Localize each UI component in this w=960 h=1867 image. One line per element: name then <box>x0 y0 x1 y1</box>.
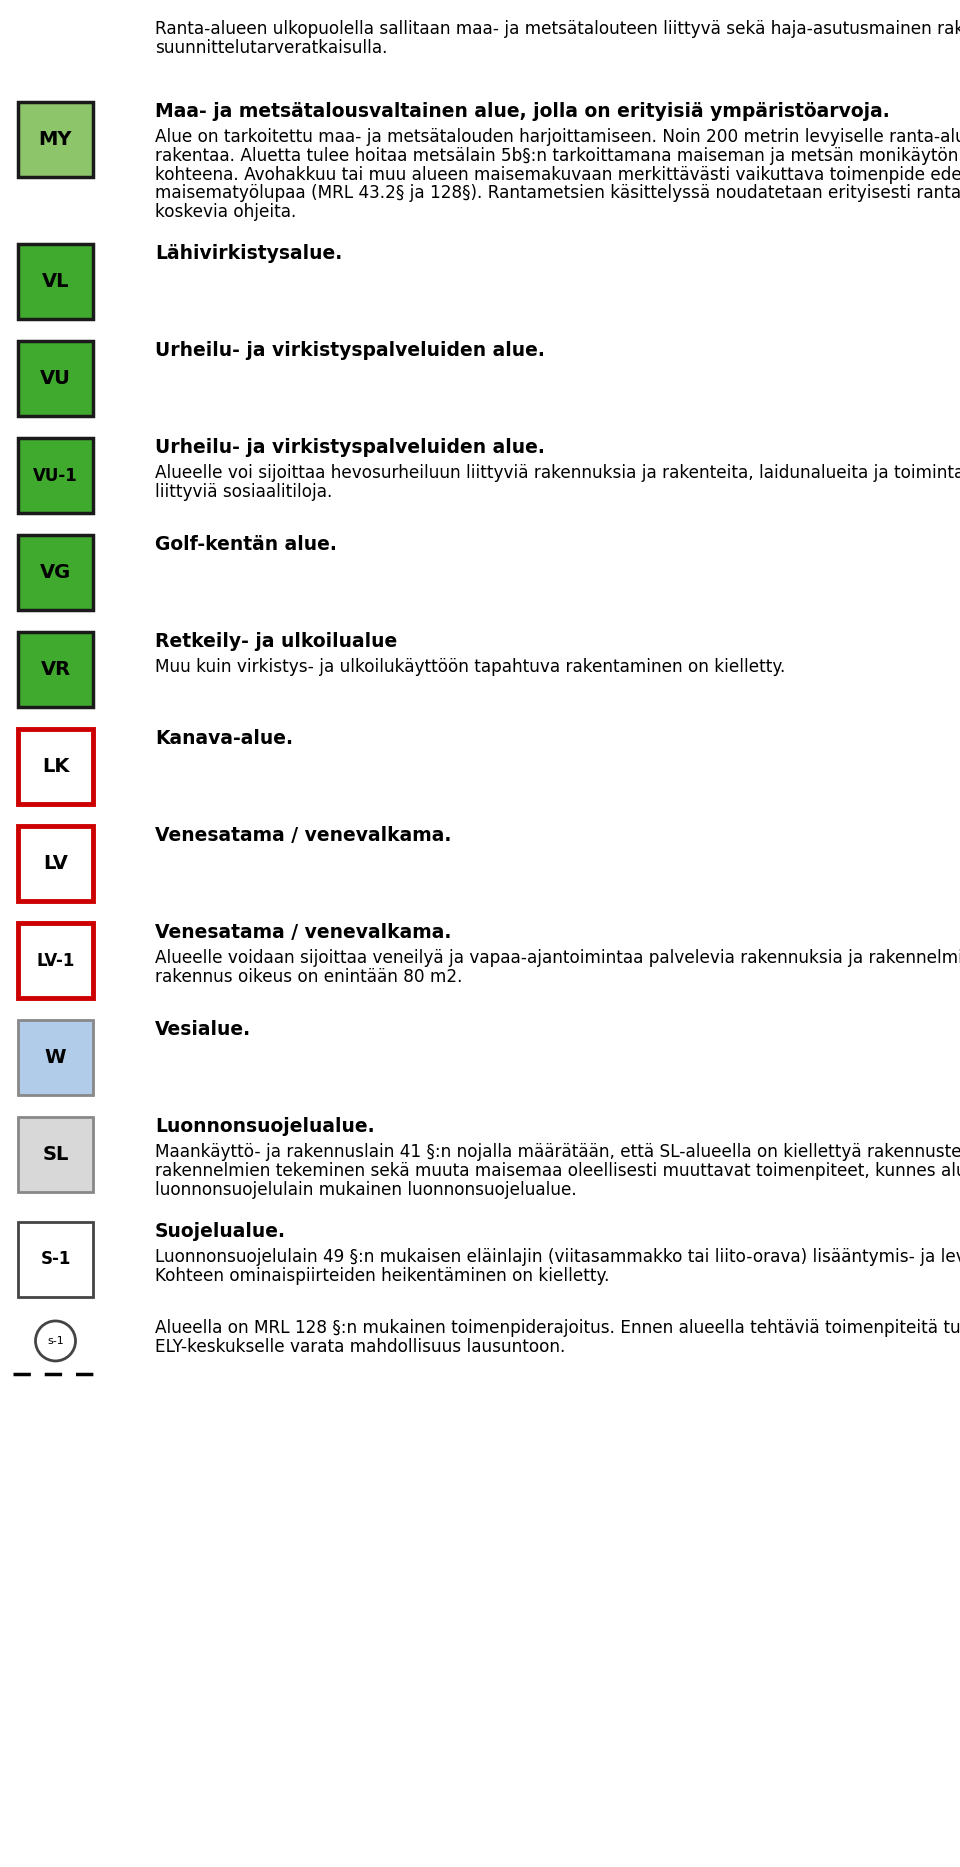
Text: Muu kuin virkistys- ja ulkoilukäyttöön tapahtuva rakentaminen on kielletty.: Muu kuin virkistys- ja ulkoilukäyttöön t… <box>155 659 785 676</box>
Text: VL: VL <box>41 273 69 291</box>
Text: SL: SL <box>42 1144 69 1165</box>
Text: rakennelmien tekeminen sekä muuta maisemaa oleellisesti muuttavat toimenpiteet, : rakennelmien tekeminen sekä muuta maisem… <box>155 1161 960 1180</box>
Text: Suojelualue.: Suojelualue. <box>155 1221 286 1242</box>
Text: Maa- ja metsätalousvaltainen alue, jolla on erityisiä ympäristöarvoja.: Maa- ja metsätalousvaltainen alue, jolla… <box>155 103 890 121</box>
Text: Kanava-alue.: Kanava-alue. <box>155 730 293 749</box>
Text: rakentaa. Aluetta tulee hoitaa metsälain 5b§:n tarkoittamana maiseman ja metsän : rakentaa. Aluetta tulee hoitaa metsälain… <box>155 147 960 164</box>
Bar <box>18 924 93 999</box>
Text: Golf-kentän alue.: Golf-kentän alue. <box>155 536 337 554</box>
Bar <box>18 103 93 177</box>
Text: Urheilu- ja virkistyspalveluiden alue.: Urheilu- ja virkistyspalveluiden alue. <box>155 342 545 360</box>
Text: Alueelle voidaan sijoittaa veneilyä ja vapaa-ajantoimintaa palvelevia rakennuksi: Alueelle voidaan sijoittaa veneilyä ja v… <box>155 948 960 967</box>
Text: s-1: s-1 <box>47 1337 64 1346</box>
Bar <box>18 730 93 805</box>
Text: liittyviä sosiaalitiloja.: liittyviä sosiaalitiloja. <box>155 484 332 500</box>
Text: LV-1: LV-1 <box>36 952 75 969</box>
Text: Luonnonsuojelualue.: Luonnonsuojelualue. <box>155 1116 374 1137</box>
Text: VU: VU <box>40 370 71 388</box>
Text: Venesatama / venevalkama.: Venesatama / venevalkama. <box>155 924 451 943</box>
Text: VR: VR <box>40 661 71 680</box>
Text: VU-1: VU-1 <box>34 467 78 485</box>
Text: Maankäyttö- ja rakennuslain 41 §:n nojalla määrätään, että SL-alueella on kielle: Maankäyttö- ja rakennuslain 41 §:n nojal… <box>155 1143 960 1161</box>
Text: Urheilu- ja virkistyspalveluiden alue.: Urheilu- ja virkistyspalveluiden alue. <box>155 439 545 457</box>
Text: kohteena. Avohakkuu tai muu alueen maisemakuvaan merkittävästi vaikuttava toimen: kohteena. Avohakkuu tai muu alueen maise… <box>155 166 960 183</box>
Text: Venesatama / venevalkama.: Venesatama / venevalkama. <box>155 827 451 846</box>
Text: Ranta-alueen ulkopuolella sallitaan maa- ja metsätalouteen liittyvä sekä haja-as: Ranta-alueen ulkopuolella sallitaan maa-… <box>155 21 960 37</box>
Bar <box>18 245 93 319</box>
Text: Lähivirkistysalue.: Lähivirkistysalue. <box>155 245 343 263</box>
Text: suunnittelutarveratkaisulla.: suunnittelutarveratkaisulla. <box>155 39 388 56</box>
Bar <box>18 1019 93 1096</box>
Bar <box>18 439 93 513</box>
Text: Alueelle voi sijoittaa hevosurheiluun liittyviä rakennuksia ja rakenteita, laidu: Alueelle voi sijoittaa hevosurheiluun li… <box>155 465 960 482</box>
Text: LK: LK <box>42 758 69 777</box>
Text: Vesialue.: Vesialue. <box>155 1019 252 1040</box>
Text: Luonnonsuojelulain 49 §:n mukaisen eläinlajin (viitasammakko tai liito-orava) li: Luonnonsuojelulain 49 §:n mukaisen eläin… <box>155 1247 960 1266</box>
Text: W: W <box>45 1047 66 1068</box>
Text: S-1: S-1 <box>40 1251 71 1268</box>
Text: LV: LV <box>43 855 68 874</box>
Text: Retkeily- ja ulkoilualue: Retkeily- ja ulkoilualue <box>155 633 397 652</box>
Bar <box>18 536 93 611</box>
Text: Alue on tarkoitettu maa- ja metsätalouden harjoittamiseen. Noin 200 metrin levyi: Alue on tarkoitettu maa- ja metsätaloude… <box>155 127 960 146</box>
Text: maisematyölupaa (MRL 43.2§ ja 128§). Rantametsien käsittelyssä noudatetaan erity: maisematyölupaa (MRL 43.2§ ja 128§). Ran… <box>155 185 960 202</box>
Text: luonnonsuojelulain mukainen luonnonsuojelualue.: luonnonsuojelulain mukainen luonnonsuoje… <box>155 1182 577 1199</box>
Bar <box>18 342 93 416</box>
Text: MY: MY <box>38 131 72 149</box>
Bar <box>18 1116 93 1193</box>
Bar <box>18 827 93 902</box>
Bar <box>18 1221 93 1298</box>
Text: ELY-keskukselle varata mahdollisuus lausuntoon.: ELY-keskukselle varata mahdollisuus laus… <box>155 1339 565 1355</box>
Bar <box>18 633 93 708</box>
Text: Alueella on MRL 128 §:n mukainen toimenpiderajoitus. Ennen alueella tehtäviä toi: Alueella on MRL 128 §:n mukainen toimenp… <box>155 1318 960 1337</box>
Text: VG: VG <box>40 564 71 583</box>
Text: koskevia ohjeita.: koskevia ohjeita. <box>155 204 297 222</box>
Text: Kohteen ominaispiirteiden heikentäminen on kielletty.: Kohteen ominaispiirteiden heikentäminen … <box>155 1268 610 1284</box>
Text: rakennus oikeus on enintään 80 m2.: rakennus oikeus on enintään 80 m2. <box>155 969 463 986</box>
